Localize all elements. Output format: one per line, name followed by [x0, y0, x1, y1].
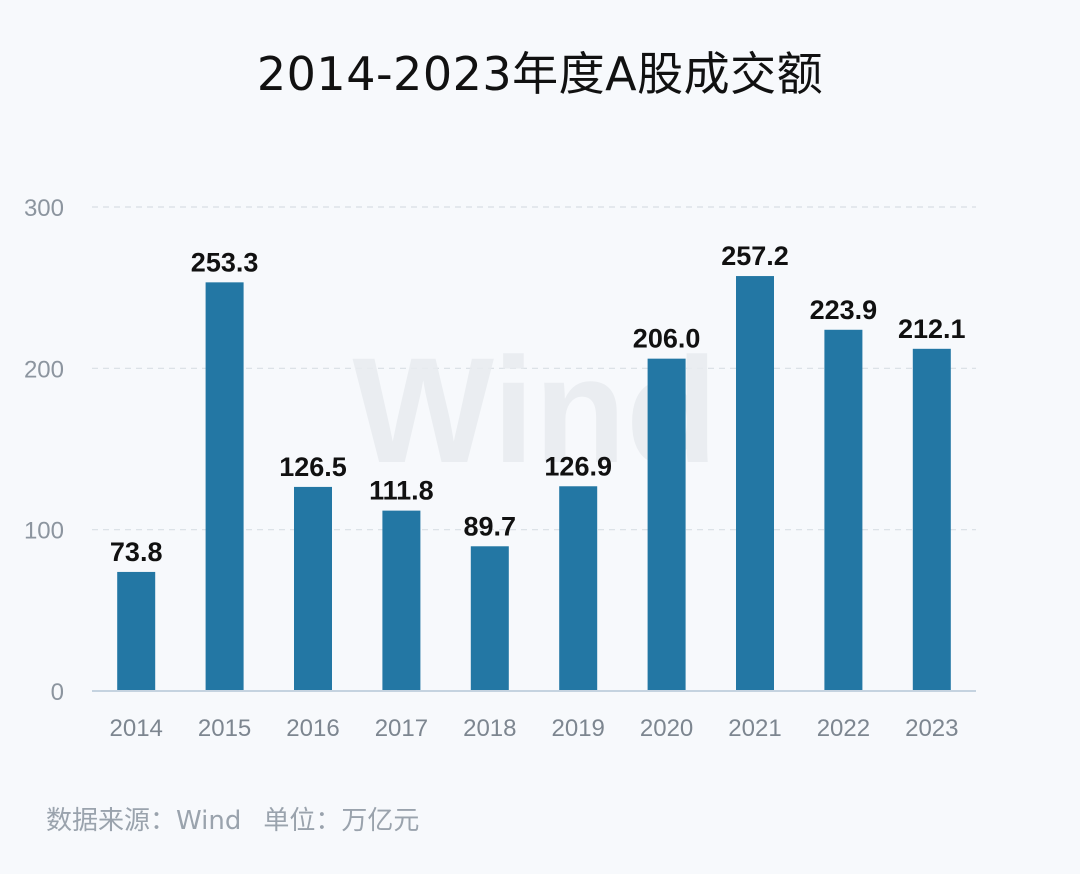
source-note: 数据来源：Wind — [46, 806, 242, 836]
bar-value-label: 253.3 — [191, 247, 259, 277]
bar — [205, 282, 244, 691]
footer: 数据来源：Wind 单位：万亿元 — [46, 800, 419, 837]
bar — [736, 276, 774, 691]
x-tick-label: 2014 — [110, 715, 163, 742]
y-tick-label: 200 — [24, 356, 64, 383]
x-tick-labels: 2014 2015 2016 2017 2018 2019 2020 2021 2022 2023 — [110, 715, 959, 742]
value-labels-group: 73.8 253.3 126.5 111.8 89.7 126.9 206.0 257.2 22… — [110, 241, 966, 567]
x-tick-label: 2018 — [463, 715, 516, 742]
x-tick-label: 2015 — [198, 715, 251, 742]
y-tick-label: 300 — [24, 195, 64, 222]
bar — [382, 510, 421, 691]
bar-value-label: 111.8 — [369, 476, 434, 506]
bar-value-label: 126.5 — [279, 452, 347, 482]
bar — [647, 358, 686, 691]
bar-value-label: 223.9 — [810, 295, 878, 325]
bar — [824, 329, 863, 691]
bar — [117, 571, 156, 691]
x-tick-label: 2016 — [286, 715, 339, 742]
x-tick-label: 2020 — [640, 715, 693, 742]
x-tick-label: 2022 — [817, 715, 870, 742]
x-tick-label: 2019 — [552, 715, 605, 742]
bar-value-label: 89.7 — [464, 511, 517, 541]
y-tick-labels: 0 100 200 300 — [24, 195, 64, 706]
bar — [912, 348, 951, 691]
x-tick-label: 2017 — [375, 715, 428, 742]
bar — [294, 486, 332, 691]
x-tick-label: 2023 — [905, 715, 958, 742]
bars-group — [117, 276, 951, 691]
bar-value-label: 257.2 — [721, 241, 789, 271]
bar — [470, 546, 509, 691]
y-tick-label: 100 — [24, 518, 64, 545]
bar-value-label: 206.0 — [633, 324, 701, 354]
bar — [559, 486, 598, 691]
chart-title: 2014-2023年度A股成交额 — [256, 47, 824, 101]
bar-value-label: 73.8 — [110, 537, 163, 567]
unit-note: 单位：万亿元 — [263, 806, 420, 836]
x-tick-label: 2021 — [728, 715, 781, 742]
bar-value-label: 126.9 — [544, 451, 612, 481]
bar-value-label: 212.1 — [898, 314, 966, 344]
y-tick-label: 0 — [51, 679, 64, 706]
